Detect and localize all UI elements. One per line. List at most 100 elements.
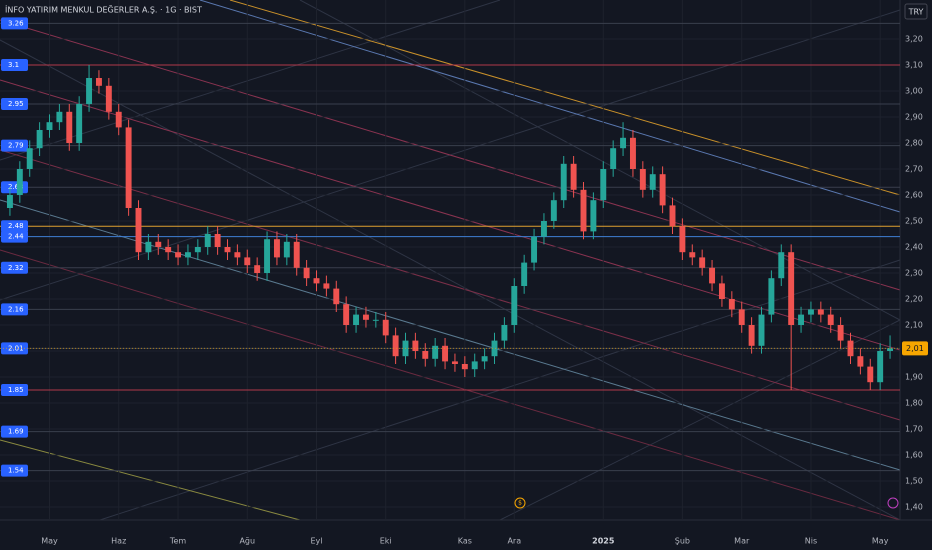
candle-body: [26, 148, 33, 169]
level-label: 2.79: [8, 142, 24, 150]
x-tick-label: Eki: [380, 537, 392, 546]
candle-body: [125, 127, 132, 208]
level-tag: [1, 59, 28, 71]
level-tag: [1, 261, 28, 274]
x-tick-label: Şub: [675, 537, 690, 546]
candle-body: [837, 325, 844, 341]
candle-body: [699, 257, 706, 268]
trend-line: [299, 0, 901, 321]
y-tick-label: 3,20: [905, 35, 923, 44]
candle-body: [560, 163, 567, 201]
candle-body: [521, 262, 528, 286]
candle-body: [659, 174, 666, 206]
currency[interactable]: TRY: [908, 8, 924, 17]
candle-body: [95, 78, 102, 86]
level-label: 1.85: [8, 386, 24, 394]
level-label: 2.32: [8, 264, 24, 272]
candle-body: [165, 247, 172, 253]
candle-body: [273, 239, 280, 258]
candle-body: [175, 252, 182, 258]
candle-body: [887, 348, 894, 351]
dividend-icon[interactable]: [514, 497, 526, 509]
y-tick-label: 1,40: [905, 503, 923, 512]
level-label: 2.44: [8, 233, 24, 241]
candle-body: [639, 169, 646, 190]
candle-body: [481, 356, 488, 362]
level-tag: [1, 384, 28, 396]
candle-body: [372, 319, 379, 321]
y-tick-label: 1,90: [905, 373, 923, 382]
candle-body: [224, 247, 231, 253]
dividend-icon-glyph[interactable]: $: [518, 500, 522, 507]
candle-body: [718, 283, 725, 299]
candle-body: [412, 340, 419, 351]
candle-body: [353, 314, 360, 325]
x-tick-label: May: [41, 537, 58, 546]
level-tag: [1, 98, 28, 110]
x-tick-label: Ara: [507, 537, 521, 546]
candle-body: [76, 104, 83, 143]
candle-body: [540, 221, 547, 237]
candle-body: [629, 137, 636, 169]
candle-body: [649, 174, 656, 190]
candle-body: [254, 265, 261, 273]
level-label: 2.63: [8, 183, 24, 191]
candle-body: [600, 169, 607, 201]
candle-body: [847, 340, 854, 357]
x-tick-label: Eyl: [310, 537, 322, 546]
level-label: 2.16: [8, 305, 24, 313]
candle-body: [550, 200, 557, 221]
trend-line: [499, 319, 901, 521]
candle-body: [244, 257, 251, 266]
y-tick-label: 3,10: [905, 61, 923, 70]
level-label: 2.95: [8, 100, 24, 108]
candle-body: [679, 226, 686, 253]
candle-body: [204, 234, 211, 247]
candle-body: [768, 278, 775, 315]
currency-box[interactable]: [904, 3, 928, 20]
level-tag: [1, 17, 28, 30]
level-tag: [1, 220, 28, 233]
y-tick-label: 2,70: [905, 165, 923, 174]
candle-body: [620, 137, 627, 149]
candle-body: [56, 111, 63, 123]
trend-line: [229, 0, 901, 196]
candle-body: [323, 283, 330, 289]
candle-body: [610, 148, 617, 169]
x-tick-label: 2025: [592, 537, 615, 546]
candle-body: [293, 241, 300, 268]
y-tick-label: 3,00: [905, 87, 923, 96]
candle-body: [303, 267, 310, 279]
candle-body: [264, 239, 271, 273]
y-tick-label: 1,60: [905, 451, 923, 460]
level-tag: [1, 230, 28, 243]
candle-body: [382, 319, 389, 336]
last-price-tag: [902, 341, 928, 356]
candle-body: [422, 351, 429, 359]
candle-body: [333, 288, 340, 305]
candle-body: [442, 345, 449, 362]
candle-body: [580, 189, 587, 232]
candle-body: [738, 309, 745, 325]
x-tick-label: Ağu: [239, 537, 255, 546]
candle-body: [758, 314, 765, 346]
candle-body: [471, 361, 478, 370]
candle-body: [511, 286, 518, 325]
x-tick-label: Mar: [734, 537, 750, 546]
candle-body: [461, 364, 468, 370]
y-tick-label: 1,70: [905, 425, 923, 434]
candle-body: [36, 130, 43, 149]
x-tick-label: Haz: [111, 537, 126, 546]
candle-body: [451, 361, 458, 364]
y-tick-label: 2,90: [905, 113, 923, 122]
candle-body: [432, 345, 439, 359]
candle-body: [362, 314, 369, 320]
candle-body: [16, 169, 23, 195]
candle-body: [788, 252, 795, 325]
candle-body: [817, 309, 824, 315]
candle-body: [155, 241, 162, 247]
event-icon[interactable]: [887, 497, 899, 509]
candle-body: [748, 325, 755, 346]
y-tick-label: 1,50: [905, 477, 923, 486]
